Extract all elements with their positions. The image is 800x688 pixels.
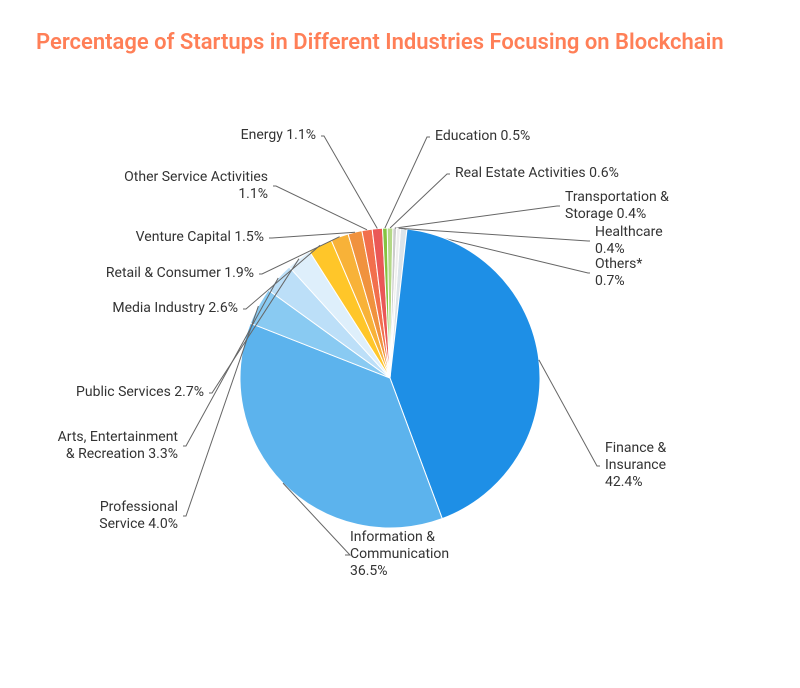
pie-label-education: Education 0.5% xyxy=(435,128,530,145)
pie-label-energy: Energy 1.1% xyxy=(241,127,316,144)
pie-chart-area: Others* 0.7% Finance & Insurance 42.4% Inf… xyxy=(0,58,800,638)
pie-label-healthcare: Healthcare 0.4% xyxy=(595,224,663,258)
pie-label-transportation_storage: Transportation & Storage 0.4% xyxy=(565,189,669,223)
leader-other_service_activities xyxy=(273,186,367,230)
leader-energy xyxy=(321,136,377,229)
pie-label-real_estate: Real Estate Activities 0.6% xyxy=(455,165,619,182)
page-title: Percentage of Startups in Different Indu… xyxy=(0,0,800,58)
pie-label-retail_consumer: Retail & Consumer 1.9% xyxy=(106,265,254,282)
pie-label-other_service_activities: Other Service Activities 1.1% xyxy=(124,169,268,203)
leader-real_estate xyxy=(390,174,450,228)
leader-education xyxy=(385,137,430,228)
pie-label-venture_capital: Venture Capital 1.5% xyxy=(136,229,264,246)
pie-label-arts_entertainment: Arts, Entertainment & Recreation 3.3% xyxy=(58,429,178,463)
pie-label-others: Others* 0.7% xyxy=(595,256,642,290)
pie-label-professional_service: Professional Service 4.0% xyxy=(99,499,178,533)
pie-label-public_services: Public Services 2.7% xyxy=(76,384,204,401)
leader-transportation_storage xyxy=(395,206,560,228)
pie-label-finance_insurance: Finance & Insurance 42.4% xyxy=(605,440,666,490)
leader-finance_insurance xyxy=(539,360,600,466)
pie-label-media_industry: Media Industry 2.6% xyxy=(112,300,238,317)
pie-label-information_communication: Information & Communication 36.5% xyxy=(350,529,449,579)
